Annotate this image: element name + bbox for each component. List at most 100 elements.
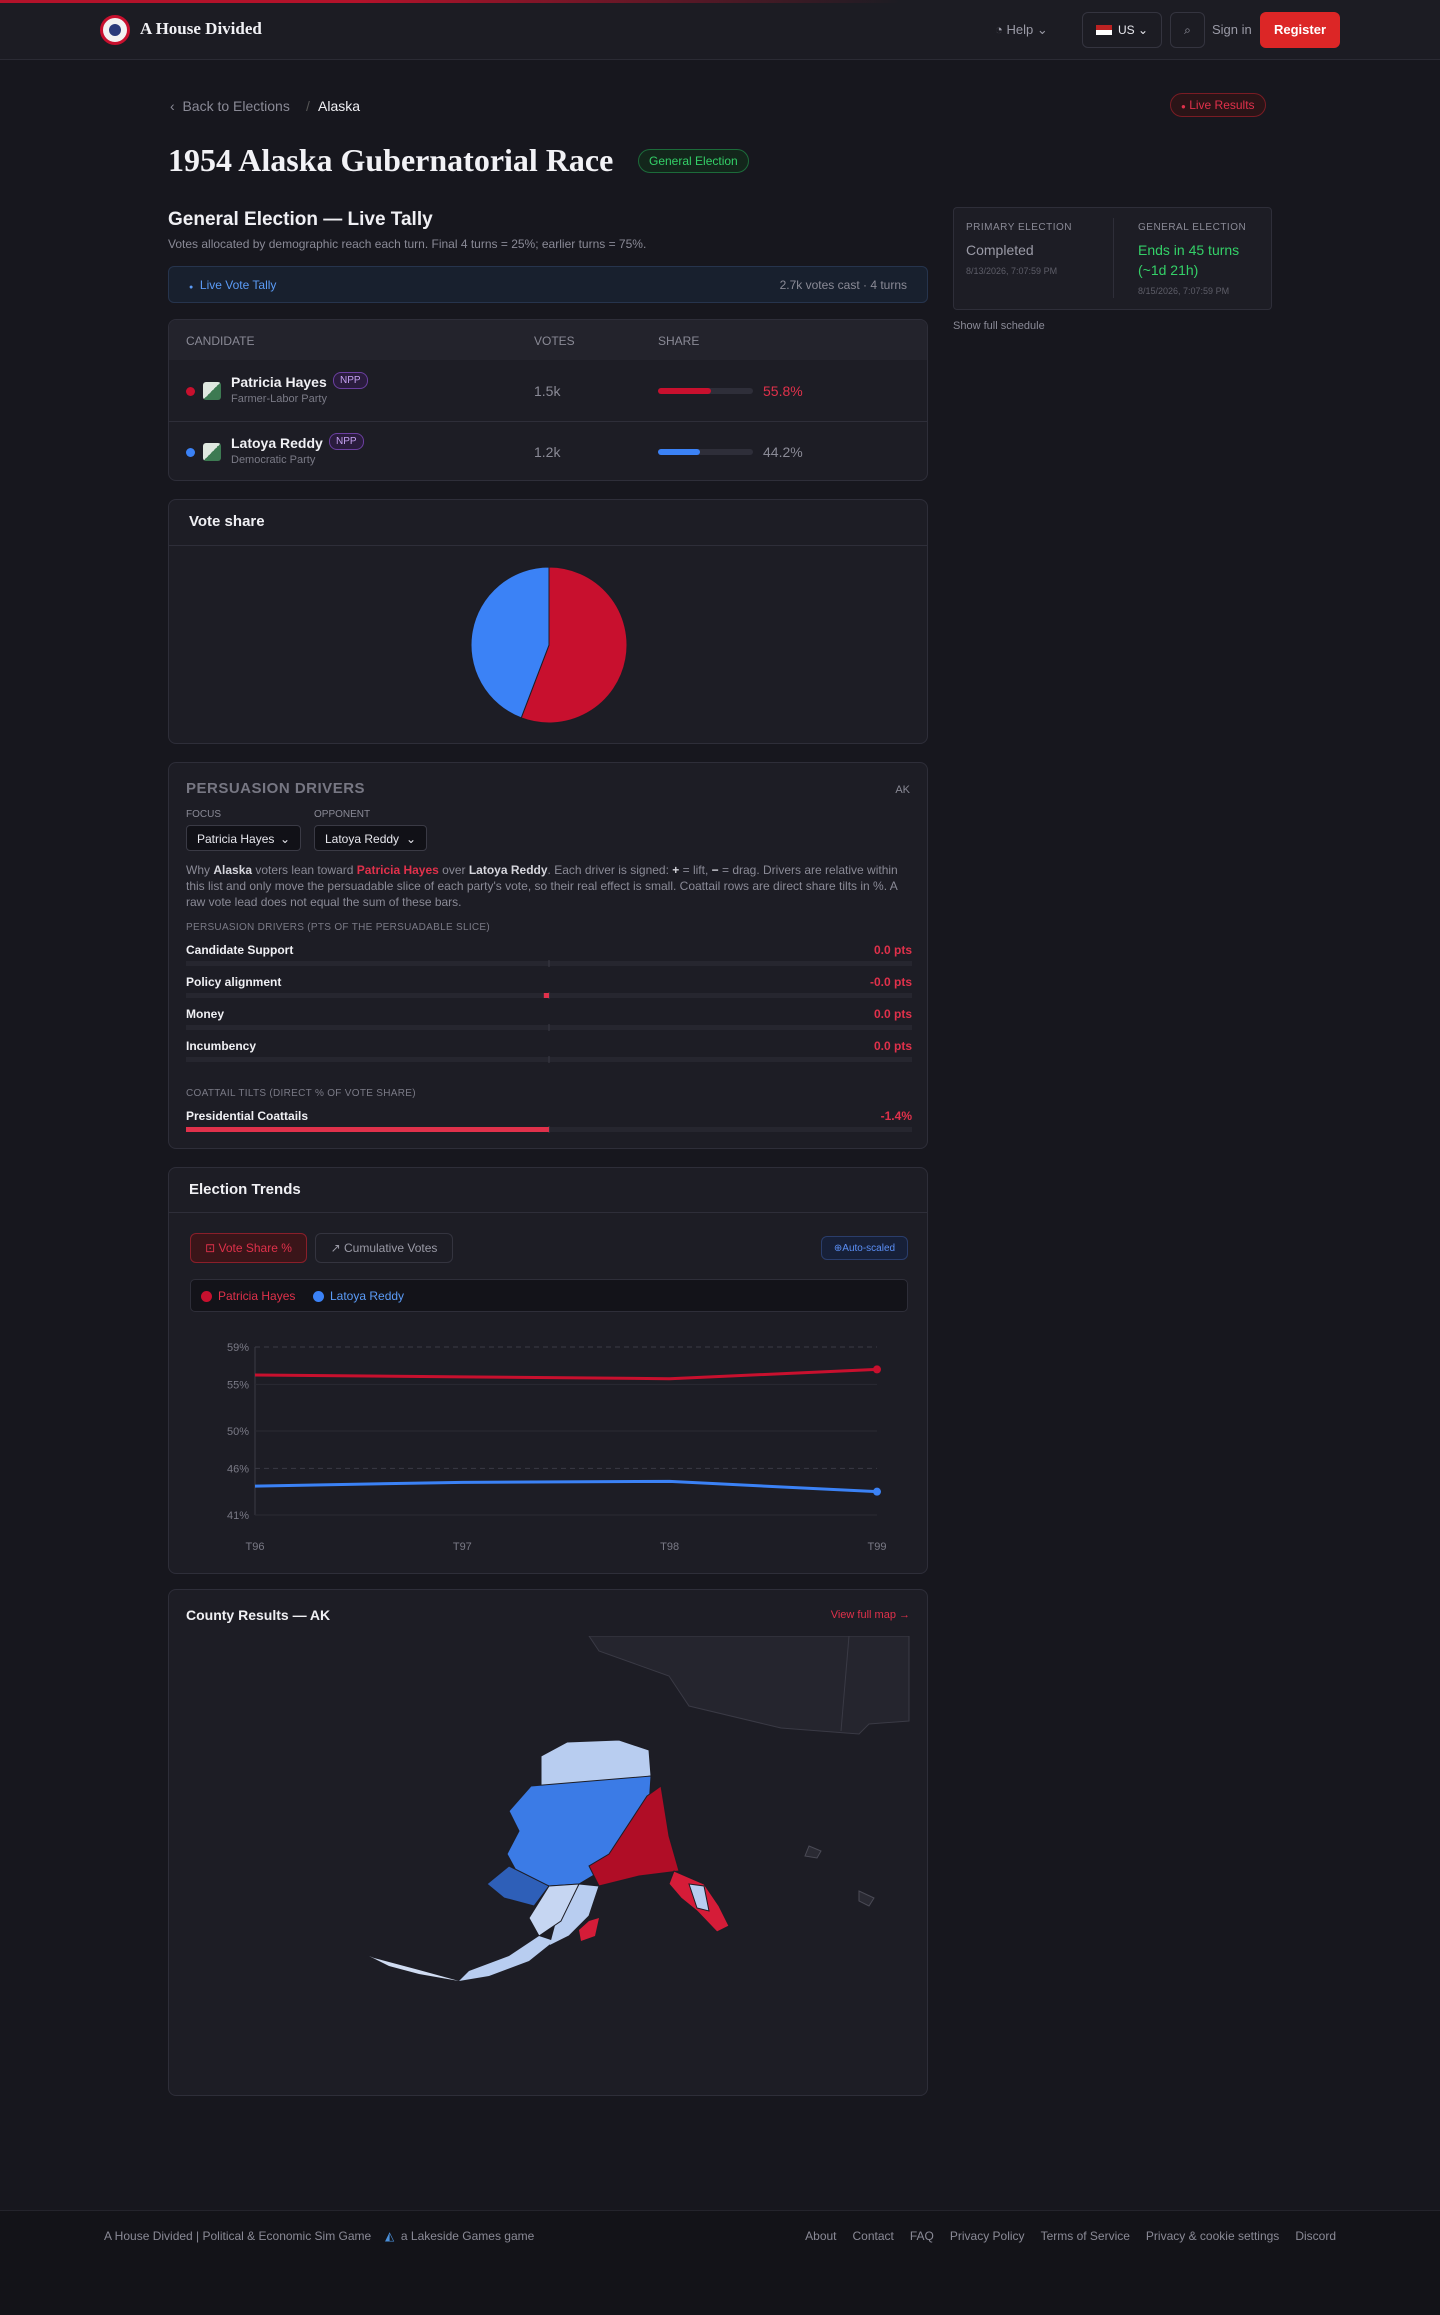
divider: [1113, 218, 1114, 298]
party-name: Farmer-Labor Party: [231, 393, 327, 405]
islands-red: [579, 1918, 599, 1941]
county-red: [588, 1785, 680, 1887]
register[interactable]: Register: [1260, 12, 1340, 48]
opponent-select[interactable]: Latoya Reddy ⌄: [314, 825, 427, 851]
description-text: +: [672, 863, 680, 877]
header: A House Divided ◔ Help ⌄ US ⌄ ⌕ Sign in …: [0, 0, 1440, 60]
scale-text: Auto-scaled: [842, 1242, 896, 1254]
description-text: over: [438, 863, 469, 877]
search[interactable]: ⌕: [1170, 12, 1205, 48]
party-name: Democratic Party: [231, 454, 316, 466]
candidate-name: Latoya Reddy: [231, 435, 323, 451]
focus-label: FOCUS: [186, 809, 221, 820]
card-title: Election Trends: [189, 1181, 301, 1198]
legend-label: Patricia Hayes: [218, 1289, 296, 1303]
driver-bar: [186, 1127, 549, 1132]
tab-button[interactable]: ⊡ Vote Share %: [190, 1233, 307, 1263]
end-point: [873, 1487, 881, 1496]
live-label-text: Live Vote Tally: [199, 278, 277, 292]
focus-select[interactable]: Patricia Hayes ⌄: [186, 825, 301, 851]
footer-link[interactable]: Privacy & cookie settings: [1145, 2229, 1280, 2243]
footer-link[interactable]: Discord: [1295, 2229, 1336, 2243]
description-text: Latoya Reddy: [468, 863, 548, 877]
canada: [588, 1636, 910, 1735]
party-tag: NPP: [329, 433, 364, 450]
driver-name: Money: [186, 1007, 224, 1021]
peninsula: [459, 1936, 554, 1981]
schedule-card: PRIMARY ELECTION Completed 8/13/2026, 7:…: [953, 207, 1272, 310]
schedule-date: 8/13/2026, 7:07:59 PM: [966, 266, 1058, 276]
footer-link[interactable]: Contact: [852, 2229, 894, 2243]
section-label: PERSUASION DRIVERS (PTS OF THE PERSUADAB…: [186, 922, 490, 933]
opponent-label: OPPONENT: [314, 809, 371, 820]
pie-chart: [470, 566, 628, 724]
breadcrumb-current: Alaska: [318, 98, 361, 114]
candidate-name: Patricia Hayes: [231, 374, 327, 390]
state: AK: [895, 784, 910, 796]
footer-maker[interactable]: ◭ a Lakeside Games game: [385, 2229, 535, 2243]
column-header: CANDIDATE: [186, 334, 255, 348]
footer-link[interactable]: Privacy Policy: [949, 2229, 1025, 2243]
footer: A House Divided | Political & Economic S…: [0, 2210, 1440, 2315]
x-tick-label: T98: [660, 1541, 679, 1553]
footer-link[interactable]: About: [805, 2229, 837, 2243]
schedule-label: GENERAL ELECTION: [1138, 222, 1247, 233]
back-link[interactable]: ‹ Back to Elections: [170, 98, 290, 114]
tab-button[interactable]: ↗ Cumulative Votes: [315, 1233, 453, 1263]
county-map: [369, 1636, 910, 1981]
chain: [369, 1956, 459, 1981]
driver-name: Presidential Coattails: [186, 1109, 308, 1123]
drivers-chart: PERSUASION DRIVERS (PTS OF THE PERSUADAB…: [186, 922, 913, 1133]
map-link[interactable]: View full map →: [830, 1609, 910, 1621]
y-tick-label: 55%: [227, 1379, 249, 1391]
persuasion-card: PERSUASION DRIVERS AK FOCUS OPPONENT Pat…: [168, 762, 928, 1149]
focus-value: Patricia Hayes: [197, 832, 275, 846]
end-point: [873, 1365, 881, 1374]
help-text: Help: [1006, 22, 1034, 37]
footer-link[interactable]: FAQ: [909, 2229, 934, 2243]
series-line: [254, 1367, 878, 1381]
trends-card: Election Trends ⊡ Vote Share % ↗ Cumulat…: [168, 1167, 928, 1574]
footer-link[interactable]: Terms of Service: [1040, 2229, 1130, 2243]
section-label: COATTAIL TILTS (DIRECT % OF VOTE SHARE): [186, 1088, 416, 1099]
y-tick-label: 41%: [227, 1510, 249, 1522]
divider: [169, 545, 927, 546]
sign-in[interactable]: Sign in: [1212, 22, 1252, 37]
driver-bar: [543, 993, 549, 998]
votes: 1.5k: [534, 383, 561, 399]
tab-text: Cumulative Votes: [344, 1241, 438, 1255]
y-tick-label: 50%: [227, 1426, 249, 1438]
series-line: [254, 1479, 878, 1494]
pie-slice: [470, 566, 550, 719]
logo[interactable]: [100, 15, 130, 45]
results-table: CANDIDATE VOTES SHARE Patricia Hayes NPP F…: [168, 319, 928, 481]
region: US: [1117, 23, 1135, 37]
scale-badge: ⊕ Auto-scaled: [821, 1236, 908, 1260]
column-header: SHARE: [658, 334, 700, 348]
county-blue-dark: [486, 1865, 550, 1907]
brand[interactable]: A House Divided: [140, 19, 262, 38]
x-tick-label: T97: [453, 1541, 472, 1553]
x-tick-label: T96: [246, 1541, 265, 1553]
description-text: Patricia Hayes: [356, 863, 439, 877]
description-text: Alaska: [213, 863, 253, 877]
share-bar: [658, 388, 711, 394]
card-title: County Results — AK: [186, 1607, 331, 1623]
schedule-date: 8/15/2026, 7:07:59 PM: [1138, 286, 1230, 296]
tally-summary: 2.7k votes cast · 4 turns: [779, 278, 907, 292]
tab-text: Vote Share %: [218, 1241, 292, 1255]
driver-value: -1.4%: [881, 1109, 913, 1123]
schedule-link[interactable]: Show full schedule: [953, 320, 1045, 332]
description-text: = drag. Drivers are relative within this…: [186, 863, 898, 909]
table-header: [169, 320, 927, 360]
tally-heading: General Election — Live Tally: [168, 209, 433, 230]
schedule-label: PRIMARY ELECTION: [966, 222, 1072, 233]
driver-value: 0.0 pts: [874, 1039, 912, 1053]
legend-swatch: [313, 1291, 324, 1302]
driver-name: Incumbency: [186, 1039, 256, 1053]
region-select[interactable]: US ⌄: [1082, 12, 1162, 48]
help[interactable]: ◔ Help ⌄: [995, 22, 1048, 37]
avatar: [203, 443, 221, 461]
avatar: [203, 382, 221, 400]
pie-slice: [520, 566, 628, 724]
